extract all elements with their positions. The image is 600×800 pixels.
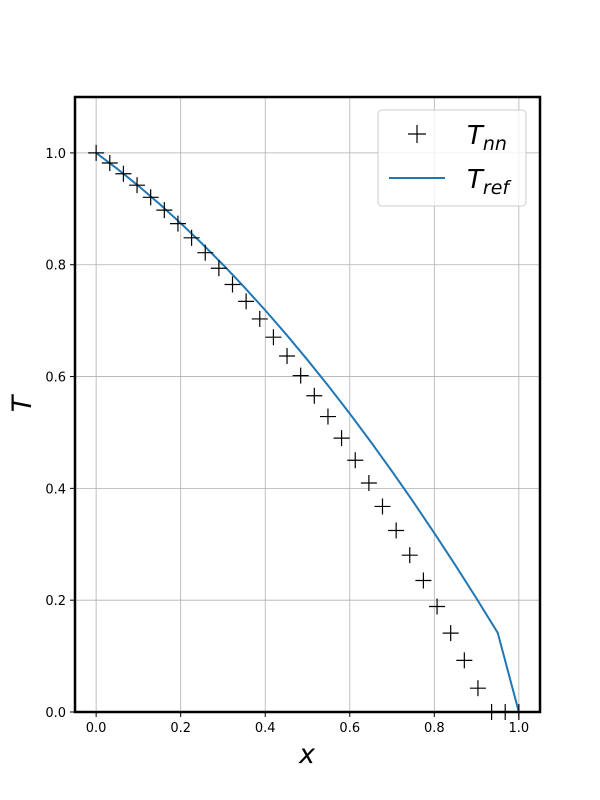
- plot-data: [88, 144, 527, 720]
- data-point-nn: [115, 165, 132, 182]
- data-point-nn: [374, 498, 391, 515]
- y-tick-label: 0.8: [45, 259, 66, 274]
- data-point-nn: [238, 293, 255, 310]
- series-line-ref: [95, 152, 520, 713]
- data-point-nn: [265, 329, 282, 346]
- data-point-nn: [360, 474, 377, 491]
- data-point-nn: [469, 680, 486, 697]
- data-point-nn: [333, 430, 350, 447]
- legend-label-nn-sub: nn: [483, 133, 507, 155]
- x-tick-label: 0.2: [170, 721, 191, 736]
- y-tick-label: 1.0: [45, 147, 66, 162]
- data-point-nn: [319, 408, 336, 425]
- plot-frame: [73, 95, 542, 714]
- legend-label-ref-sub: ref: [483, 177, 513, 199]
- data-point-nn: [88, 144, 105, 161]
- data-point-nn: [292, 367, 309, 384]
- data-point-nn: [347, 452, 364, 469]
- x-tick-label: 0.8: [424, 721, 445, 736]
- data-point-nn: [388, 522, 405, 539]
- axis-ticks: 0.0 0.2 0.4 0.6 0.8 1.0 0.0 0.2 0.4 0.6 0.8 1.0: [45, 147, 529, 736]
- data-point-nn: [442, 625, 459, 642]
- data-point-nn: [306, 387, 323, 404]
- data-point-nn: [197, 244, 214, 261]
- y-axis-label: T: [7, 393, 38, 412]
- series-markers-nn: [88, 144, 527, 720]
- data-point-nn: [156, 202, 173, 219]
- data-point-nn: [429, 598, 446, 615]
- data-point-nn: [224, 276, 241, 293]
- y-tick-label: 0.6: [45, 371, 66, 386]
- data-point-nn: [101, 155, 118, 172]
- x-tick-label: 0.6: [339, 721, 360, 736]
- legend-label-nn: Tnn: [467, 121, 507, 155]
- data-point-nn: [279, 348, 296, 365]
- legend-label-ref-main: T: [467, 165, 485, 195]
- data-point-nn: [401, 547, 418, 564]
- data-point-nn: [142, 189, 159, 206]
- y-tick-label: 0.0: [45, 706, 66, 721]
- data-point-nn: [456, 652, 473, 669]
- data-point-nn: [251, 310, 268, 327]
- y-tick-label: 0.2: [45, 594, 66, 609]
- x-tick-label: 1.0: [509, 721, 530, 736]
- legend-label-nn-main: T: [467, 121, 485, 151]
- data-point-nn: [415, 572, 432, 589]
- x-tick-label: 0.4: [255, 721, 276, 736]
- x-axis-label: x: [298, 739, 316, 770]
- data-point-nn: [169, 215, 186, 232]
- x-tick-label: 0.0: [86, 721, 107, 736]
- legend-marker-nn: [408, 125, 426, 143]
- legend-label-ref: Tref: [467, 165, 512, 199]
- y-tick-label: 0.4: [45, 482, 66, 497]
- data-point-nn: [129, 177, 146, 194]
- data-point-nn: [183, 229, 200, 246]
- legend: Tnn Tref: [377, 109, 527, 207]
- data-point-nn: [210, 260, 227, 277]
